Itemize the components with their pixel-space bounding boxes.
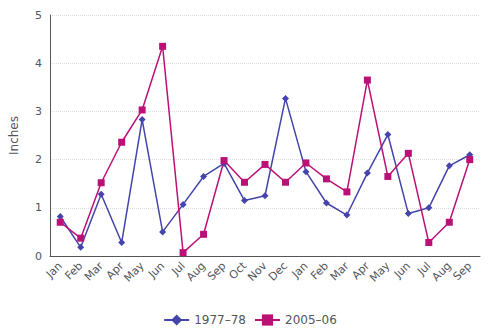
svg-text:Sep: Sep: [451, 259, 475, 283]
svg-text:3: 3: [35, 105, 42, 118]
svg-text:Feb: Feb: [62, 259, 85, 282]
svg-text:0: 0: [35, 250, 42, 263]
svg-text:1977–78: 1977–78: [194, 313, 246, 327]
svg-text:Jan: Jan: [43, 259, 65, 281]
svg-text:Oct: Oct: [226, 259, 249, 282]
svg-text:4: 4: [35, 57, 42, 70]
svg-text:Aug: Aug: [184, 259, 208, 283]
svg-text:Jul: Jul: [414, 259, 434, 278]
svg-text:May: May: [367, 259, 393, 285]
svg-text:5: 5: [35, 9, 42, 22]
svg-text:May: May: [121, 259, 147, 285]
svg-text:Apr: Apr: [349, 259, 372, 282]
svg-text:Dec: Dec: [266, 259, 290, 283]
svg-text:Inches: Inches: [7, 116, 21, 155]
svg-text:Mar: Mar: [328, 259, 352, 283]
svg-text:Mar: Mar: [82, 259, 106, 283]
svg-text:Apr: Apr: [104, 259, 127, 282]
svg-text:Jul: Jul: [169, 259, 188, 278]
svg-text:2: 2: [35, 153, 42, 166]
svg-text:Jun: Jun: [145, 259, 167, 281]
svg-text:Jan: Jan: [289, 259, 311, 281]
svg-text:1: 1: [35, 201, 42, 214]
svg-text:2005–06: 2005–06: [285, 313, 337, 327]
svg-text:Nov: Nov: [245, 259, 270, 284]
svg-text:Feb: Feb: [308, 259, 331, 282]
svg-text:Jun: Jun: [391, 259, 413, 281]
svg-text:Sep: Sep: [205, 259, 229, 283]
svg-text:Aug: Aug: [430, 259, 454, 283]
